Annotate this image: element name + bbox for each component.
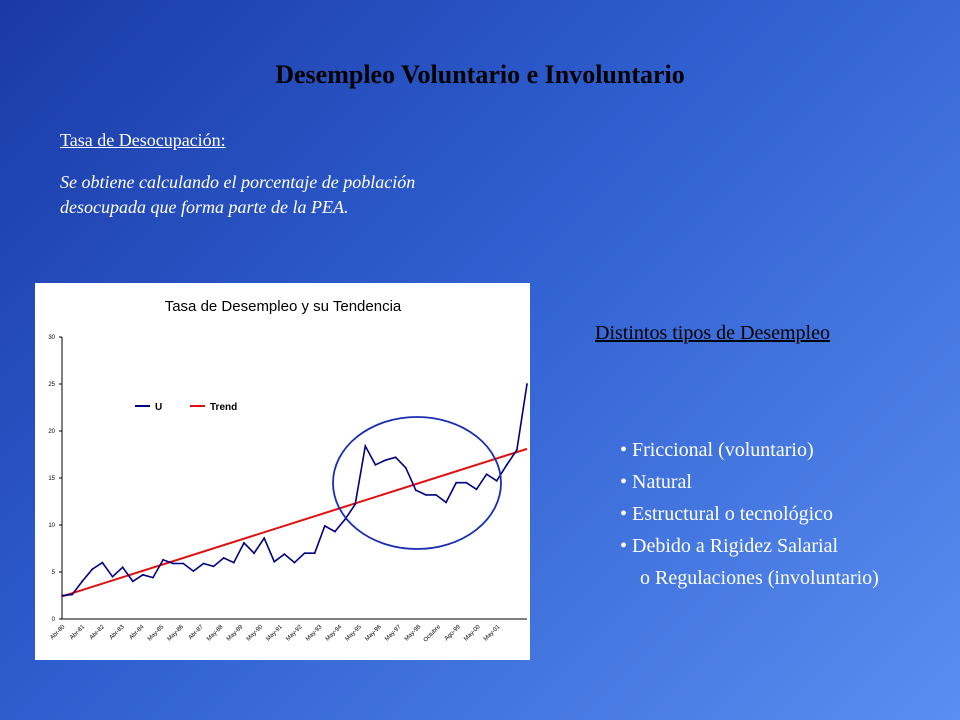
u-data-point xyxy=(323,525,326,527)
u-data-point xyxy=(455,481,458,484)
u-data-point xyxy=(374,463,377,466)
u-data-point xyxy=(465,481,468,484)
x-tick-label: May-00 xyxy=(463,624,482,643)
x-tick-label: Abr-81 xyxy=(69,624,86,641)
types-heading: Distintos tipos de Desempleo xyxy=(595,322,830,344)
u-data-point xyxy=(334,530,336,533)
u-data-point xyxy=(515,448,518,451)
u-data-point xyxy=(91,568,94,571)
u-data-point xyxy=(384,459,387,462)
u-data-point xyxy=(131,580,134,583)
u-data-point xyxy=(152,576,154,579)
unemployment-chart: Tasa de Desempleo y su Tendencia 0 5 10 15 2… xyxy=(35,283,530,660)
y-tick-label: 5 xyxy=(52,570,56,576)
y-tick-label: 25 xyxy=(48,382,55,388)
x-tick-label: May-98 xyxy=(404,624,423,643)
u-data-point xyxy=(172,562,175,565)
x-tick-label: May-94 xyxy=(325,624,344,643)
x-tick-label: Abr-84 xyxy=(129,624,146,641)
u-data-point xyxy=(141,573,144,576)
u-data-point xyxy=(273,560,276,563)
type-item-wage-rigidity: • Debido a Rigidez Salarial xyxy=(620,535,839,557)
y-tick-label: 30 xyxy=(48,335,55,341)
chart-canvas: Tasa de Desempleo y su Tendencia 0 5 10 15 2… xyxy=(48,298,528,644)
x-tick-label: May-96 xyxy=(364,624,383,643)
x-tick-label: Octubre xyxy=(423,624,443,644)
x-tick-label: May-90 xyxy=(246,624,265,643)
x-tick-label: Ago-99 xyxy=(444,624,462,642)
u-data-point xyxy=(485,473,488,476)
x-tick-label: May-89 xyxy=(226,624,245,643)
y-tick-label: 10 xyxy=(48,523,55,529)
u-data-point xyxy=(283,553,286,556)
x-tick-label: May-91 xyxy=(266,624,285,643)
u-data-point xyxy=(313,552,316,555)
u-data-point xyxy=(435,494,437,496)
u-data-point xyxy=(445,501,448,504)
u-data-point xyxy=(121,566,124,569)
u-data-point xyxy=(111,575,114,578)
u-data-point xyxy=(71,593,74,596)
x-tick-label: May-88 xyxy=(206,624,225,643)
y-tick-label: 0 xyxy=(52,617,56,623)
type-item-frictional: • Friccional (voluntario) xyxy=(620,439,814,461)
u-data-point xyxy=(303,552,306,555)
definition-text: Se obtiene calculando el porcentaje de p… xyxy=(60,172,416,217)
u-data-point xyxy=(61,594,63,597)
x-tick-label: May-01 xyxy=(483,624,502,643)
x-tick-label: Abr-80 xyxy=(49,624,66,641)
u-data-point xyxy=(414,489,417,492)
u-data-point xyxy=(253,552,255,555)
y-tick-label: 15 xyxy=(48,476,55,482)
u-data-point xyxy=(81,580,84,583)
legend-label-trend: Trend xyxy=(210,402,237,413)
x-tick-label: May-86 xyxy=(167,624,186,643)
u-data-point xyxy=(425,494,427,496)
chart-title: Tasa de Desempleo y su Tendencia xyxy=(165,298,402,315)
type-item-structural: • Estructural o tecnológico xyxy=(620,503,834,525)
u-data-point xyxy=(364,445,367,447)
u-data-point xyxy=(495,479,498,482)
slide-title: Desempleo Voluntario e Involuntario xyxy=(275,60,685,89)
highlight-ellipse xyxy=(332,416,502,550)
y-tick-label: 20 xyxy=(48,429,55,435)
u-data-point xyxy=(263,537,266,540)
u-data-point xyxy=(394,456,397,459)
x-tick-label: May-92 xyxy=(285,624,304,643)
u-data-point xyxy=(101,561,104,564)
u-data-point xyxy=(243,541,245,544)
u-data-point xyxy=(475,488,478,491)
legend-label-u: U xyxy=(155,402,162,413)
type-item-regulations: o Regulaciones (involuntario) xyxy=(640,567,879,589)
x-tick-label: Abr-82 xyxy=(89,624,106,641)
u-data-point xyxy=(293,561,296,564)
x-tick-label: Abr-83 xyxy=(109,624,126,641)
x-tick-label: Abr-87 xyxy=(188,624,205,641)
u-data-point xyxy=(354,503,357,506)
u-data-point xyxy=(222,557,225,559)
u-data-point xyxy=(212,565,215,568)
u-data-point xyxy=(182,562,185,565)
u-data-point xyxy=(192,570,195,572)
u-data-point xyxy=(162,558,164,561)
x-tick-label: May-95 xyxy=(345,624,364,643)
unemployment-types-list: • Friccional (voluntario) • Natural • Es… xyxy=(620,434,879,594)
u-data-point xyxy=(404,466,407,469)
u-data-point xyxy=(202,562,205,565)
x-tick-label: May-93 xyxy=(305,624,324,643)
series-trend-line xyxy=(61,447,528,598)
u-data-point xyxy=(526,383,528,385)
u-data-point xyxy=(232,561,235,564)
u-data-point xyxy=(505,463,508,466)
x-tick-label: May-97 xyxy=(384,624,403,643)
definition-heading: Tasa de Desocupación: xyxy=(60,130,226,150)
x-tick-label: May-85 xyxy=(147,624,166,643)
type-item-natural: • Natural xyxy=(620,471,692,493)
series-u-line xyxy=(61,383,528,597)
